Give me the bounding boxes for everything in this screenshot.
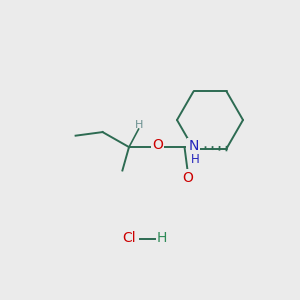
Text: N: N [188,139,199,153]
Text: H: H [190,153,200,166]
Text: H: H [134,121,143,130]
Text: H: H [157,232,167,245]
Text: O: O [152,138,163,152]
Text: Cl: Cl [122,232,136,245]
Text: O: O [183,171,194,185]
